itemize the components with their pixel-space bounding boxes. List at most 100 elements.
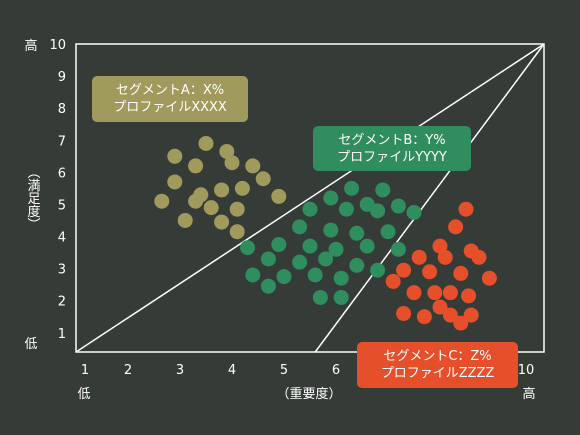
x-tick-label: 4 (228, 363, 236, 378)
segment-b-point (390, 241, 406, 257)
segment-c-point (432, 299, 448, 315)
segment-a-point (255, 171, 271, 187)
segment-c-label-line-2: プロファイルZZZZ (381, 366, 495, 381)
segment-b-point (323, 222, 339, 238)
x-tick-label: 5 (280, 363, 288, 378)
y-tick-label: 4 (58, 231, 66, 246)
segment-a-point (203, 200, 219, 216)
segment-c-point (461, 288, 477, 304)
segment-a-point (167, 148, 183, 164)
segment-a-point (214, 214, 230, 230)
plot-frame (75, 43, 545, 353)
y-tick-label: 2 (58, 295, 66, 310)
x-tick-label: 1 (81, 363, 89, 378)
segment-b-point (370, 262, 386, 278)
segment-a-label-box: セグメントA：X% プロファイルXXXX (92, 76, 248, 122)
y-axis-low-label: 低 (24, 337, 37, 352)
segment-c-point (463, 307, 479, 323)
segment-b-point (349, 225, 365, 241)
segment-a-point (177, 212, 193, 228)
segment-b-point (338, 201, 354, 217)
divider-lines (75, 43, 545, 353)
segment-b-point (390, 198, 406, 214)
segment-a-point (188, 193, 204, 209)
segment-a-point (234, 180, 250, 196)
segment-b-point (312, 289, 328, 305)
data-points (154, 135, 497, 331)
segment-b-label-bg (313, 126, 471, 171)
segment-b-point (406, 204, 422, 220)
segment-a-point (219, 143, 235, 159)
segment-b-point (333, 270, 349, 286)
segment-a-label-line-2: プロファイルXXXX (113, 100, 227, 115)
x-axis-high-label: 高 (522, 386, 535, 402)
divider-line-1 (75, 43, 545, 353)
segment-c-label-box: セグメントC：Z% プロファイルZZZZ (357, 342, 518, 388)
segment-c-point (416, 309, 432, 325)
segment-a-point (198, 135, 214, 151)
segment-b-point (260, 251, 276, 267)
segment-b-point (359, 238, 375, 254)
segment-b-point (307, 267, 323, 283)
y-tick-label: 5 (58, 198, 66, 213)
segment-c-point (396, 306, 412, 321)
segment-b-point (302, 201, 318, 217)
segment-labels: セグメントA：X% プロファイルXXXX セグメントB：Y% プロファイルYYYY セグ… (92, 76, 518, 388)
segment-c-point (427, 285, 443, 301)
y-tick-label: 6 (58, 166, 66, 181)
segment-c-label-bg (357, 342, 518, 388)
segment-c-point (442, 285, 458, 301)
segment-a-point (214, 182, 230, 198)
segment-b-point (271, 237, 287, 253)
segment-b-point (276, 269, 292, 285)
divider-line-2 (314, 43, 545, 353)
segment-b-point (344, 180, 360, 196)
segment-a-point (167, 174, 183, 190)
segment-a-point (271, 188, 287, 204)
y-axis-ticks: 1 2 3 4 5 6 7 8 9 10 (49, 38, 66, 342)
segment-c-point (437, 249, 453, 265)
segment-a-label-bg (92, 76, 248, 122)
segment-c-point (432, 238, 448, 254)
segment-b-point (240, 240, 256, 256)
y-tick-label: 3 (58, 263, 66, 278)
y-axis-high-label: 高 (24, 38, 37, 54)
segment-c-point (396, 262, 412, 278)
segment-b-point (380, 224, 396, 240)
segment-b-point (349, 257, 365, 273)
segment-b-point (323, 190, 339, 206)
segment-b-point (328, 241, 344, 257)
segment-b-label-line-1: セグメントB：Y% (338, 133, 445, 148)
x-tick-label: 3 (176, 363, 184, 378)
segment-c-point (406, 285, 422, 301)
segment-b-label-line-2: プロファイルYYYY (337, 150, 447, 165)
segment-b-point (375, 182, 391, 198)
segment-b-point (333, 289, 349, 305)
segment-a-point (154, 193, 170, 209)
segment-a-point (245, 158, 261, 174)
segment-c-point (448, 219, 464, 235)
segment-b-point (245, 267, 261, 283)
segment-c-point (458, 201, 474, 217)
segment-b-point (318, 251, 334, 267)
segment-c-point (422, 264, 438, 280)
segment-b-point (292, 219, 308, 235)
segment-b-point (302, 238, 318, 254)
segment-c-point (453, 315, 469, 331)
x-axis-title: （重要度） (276, 386, 341, 402)
segment-b-point (370, 203, 386, 219)
x-tick-label: 10 (518, 363, 535, 378)
segment-c-point (453, 265, 469, 281)
y-axis-title: （満足度） (25, 166, 41, 231)
segment-c-point (385, 273, 401, 289)
segment-a-point (224, 155, 240, 171)
x-tick-label: 6 (332, 363, 340, 378)
segment-c-point (411, 249, 427, 265)
segment-b-point (292, 254, 308, 270)
segment-b-point (260, 278, 276, 294)
segment-c-point (471, 249, 487, 265)
segment-a-label-line-1: セグメントA：X% (116, 83, 224, 98)
x-axis-low-label: 低 (77, 387, 90, 402)
segment-a-point (188, 158, 204, 174)
